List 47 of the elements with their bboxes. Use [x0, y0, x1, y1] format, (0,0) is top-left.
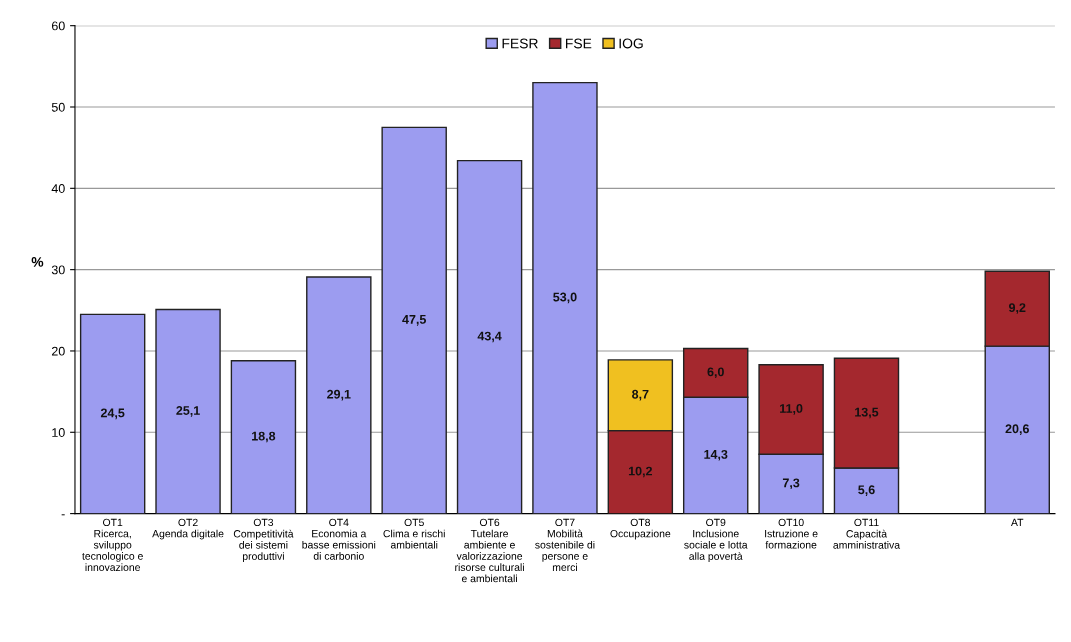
x-tick-label: OT11 Capacità amministrativa [833, 518, 901, 549]
data-label: 29,1 [327, 389, 351, 401]
data-label: 10,2 [628, 466, 652, 478]
data-label: 11,0 [780, 404, 803, 415]
data-label: 5,6 [858, 485, 875, 496]
y-tick-label: 50 [51, 102, 65, 112]
data-label: 9,2 [1008, 303, 1026, 314]
data-label: 13,5 [855, 407, 879, 419]
bar [306, 276, 372, 514]
bar [79, 313, 146, 514]
x-tick-label: OT10 Istruzione e formazione [765, 518, 818, 549]
x-tick-label: OT6 Tutelare ambiente e valorizzazione risorse culturali e ambientali [455, 518, 524, 583]
y-tick-label: 40 [51, 184, 65, 193]
y-tick-label: 20 [51, 346, 65, 356]
x-tick-label: OT4 Economia a basse emissioni di carbonio [302, 518, 376, 560]
x-tick-label: OT5 Clima e rischi ambientali [383, 518, 445, 549]
data-label: 7,3 [782, 478, 800, 490]
bar [456, 159, 523, 514]
y-tick-label: 60 [51, 21, 65, 31]
data-label: 20,6 [1005, 424, 1029, 436]
y-tick-label: - [61, 514, 65, 516]
legend-label: FSE [566, 38, 592, 49]
x-tick-label: OT9 Inclusione sociale e lotta alla povertà [684, 518, 748, 562]
data-label: 43,4 [477, 331, 502, 343]
y-tick-label: 30 [51, 265, 65, 275]
data-label: 14,3 [704, 449, 728, 461]
y-axis-title: % [31, 257, 44, 267]
data-label: 18,8 [252, 431, 276, 443]
data-label: 24,5 [100, 408, 125, 420]
x-tick-label: OT2 Agenda digitale [152, 518, 224, 540]
data-label: 47,5 [402, 315, 427, 326]
y-tick-label: 10 [52, 428, 65, 437]
bar [230, 360, 297, 514]
bar [532, 81, 598, 514]
x-tick-label: OT8 Occupazione [610, 518, 671, 540]
data-label: 6,0 [707, 367, 724, 379]
x-tick-label: OT7 Mobilità sostenibile di persone e merci [535, 518, 595, 571]
data-label: 8,7 [632, 389, 649, 401]
data-label: 25,1 [176, 406, 200, 417]
legend-label: IOG [619, 38, 643, 49]
bar [155, 308, 221, 514]
x-tick-label: AT [1010, 518, 1024, 527]
data-label: 53,0 [553, 292, 577, 304]
x-tick-label: OT1 Ricerca, sviluppo tecnologico e innovazione [82, 518, 143, 571]
x-tick-label: OT3 Competitività dei sistemi produttivi [233, 518, 294, 562]
legend-label: FESR [502, 38, 538, 49]
bar [381, 126, 447, 514]
